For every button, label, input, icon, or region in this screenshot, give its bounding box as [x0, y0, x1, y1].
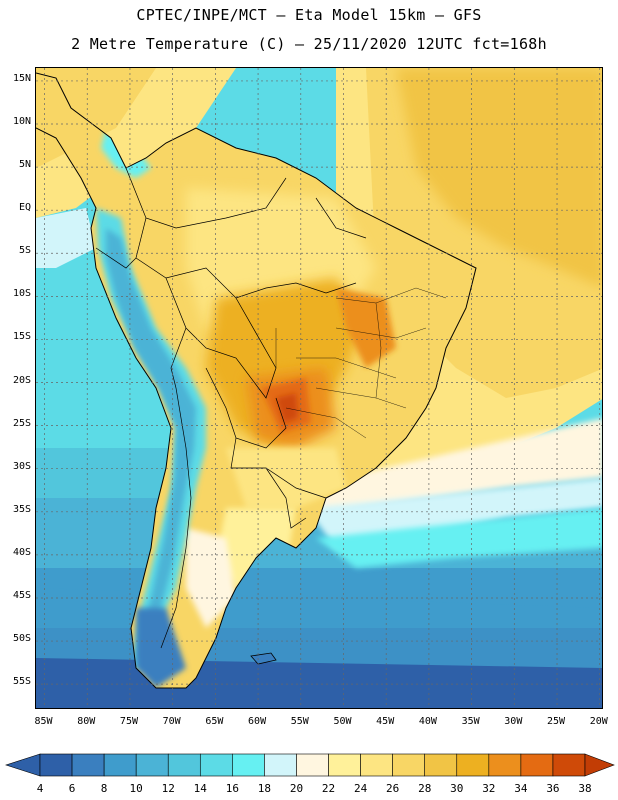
- latitude-label: 10S: [12, 288, 31, 300]
- latitude-label: 5N: [18, 159, 31, 171]
- colorbar-swatch: [264, 753, 297, 777]
- longitude-label: 45W: [376, 716, 395, 727]
- colorbar-label: 24: [353, 782, 368, 795]
- colorbar-label: 26: [386, 782, 400, 795]
- latitude-label: 10N: [12, 116, 31, 127]
- coastline: [36, 72, 477, 689]
- latitude-label: 15S: [12, 331, 31, 343]
- colorbar-label: 18: [257, 782, 272, 795]
- colorbar-label: 32: [482, 782, 496, 795]
- latitude-label: 5S: [18, 245, 31, 257]
- colorbar-swatch: [71, 753, 105, 777]
- colorbar-label: 34: [514, 782, 528, 795]
- longitude-label: 30W: [504, 716, 523, 727]
- colorbar-label: 8: [100, 782, 108, 795]
- colorbar-swatch: [552, 753, 586, 777]
- longitude-label: 80W: [77, 716, 96, 727]
- latitude-label: 50S: [12, 633, 31, 645]
- graticule: [36, 68, 602, 708]
- colorbar-min-arrow: [5, 753, 41, 777]
- colorbar-swatch: [360, 753, 393, 777]
- latitude-label: 30S: [12, 460, 31, 472]
- latitude-label: EQ: [18, 202, 31, 214]
- colorbar-swatch: [135, 753, 169, 777]
- colorbar-swatch: [296, 753, 329, 777]
- latitude-label: 40S: [12, 546, 31, 558]
- colorbar-label: 6: [68, 782, 76, 795]
- colorbar-label: 12: [161, 782, 175, 795]
- latitude-label: 55S: [12, 676, 31, 688]
- colorbar-label: 30: [450, 782, 464, 795]
- colorbar-swatch: [103, 753, 137, 777]
- chart-title: CPTEC/INPE/MCT – Eta Model 15km – GFS: [136, 6, 482, 24]
- longitude-label: 70W: [162, 716, 181, 727]
- colorbar-swatch: [167, 753, 201, 777]
- latitude-label: 35S: [12, 503, 31, 515]
- longitude-label: 50W: [333, 716, 352, 727]
- colorbar-label: 10: [129, 782, 143, 795]
- map-canvas: [36, 68, 602, 708]
- colorbar-label: 38: [578, 782, 592, 795]
- colorbar-swatch: [392, 753, 426, 777]
- longitude-label: 20W: [589, 716, 608, 727]
- longitude-label: 85W: [34, 716, 53, 727]
- longitude-label: 25W: [546, 716, 566, 727]
- chart-subtitle: 2 Metre Temperature (C) – 25/11/2020 12U…: [71, 35, 547, 53]
- longitude-label: 55W: [290, 716, 309, 727]
- colorbar-label: 16: [225, 782, 239, 795]
- state-borders: [275, 287, 447, 439]
- colorbar: [5, 753, 615, 777]
- latitude-label: 25S: [12, 417, 31, 429]
- longitude-label: 40W: [418, 716, 437, 727]
- colorbar-max-arrow: [584, 753, 615, 777]
- colorbar-label: 36: [546, 782, 560, 795]
- latitude-label: 20S: [12, 374, 31, 386]
- longitude-label: 35W: [461, 716, 480, 727]
- colorbar-swatch: [39, 753, 73, 777]
- colorbar-label: 20: [289, 782, 304, 795]
- colorbar-label: 22: [321, 782, 336, 795]
- latitude-label: 15N: [12, 72, 31, 84]
- colorbar-label: 28: [418, 782, 432, 795]
- colorbar-swatch: [424, 753, 458, 777]
- longitude-label: 75W: [119, 716, 138, 727]
- temperature-map: [35, 67, 603, 709]
- colorbar-swatch: [199, 753, 233, 777]
- longitude-label: 65W: [205, 716, 224, 727]
- falkland-islands: [250, 652, 277, 665]
- colorbar-swatch: [328, 753, 361, 777]
- colorbar-swatch: [520, 753, 554, 777]
- colorbar-swatch: [232, 753, 265, 777]
- country-borders: [95, 167, 367, 649]
- colorbar-label: 4: [36, 782, 44, 795]
- longitude-label: 60W: [248, 716, 267, 727]
- colorbar-label: 14: [193, 782, 207, 795]
- latitude-label: 45S: [12, 589, 31, 601]
- colorbar-swatch: [488, 753, 522, 777]
- colorbar-swatch: [456, 753, 490, 777]
